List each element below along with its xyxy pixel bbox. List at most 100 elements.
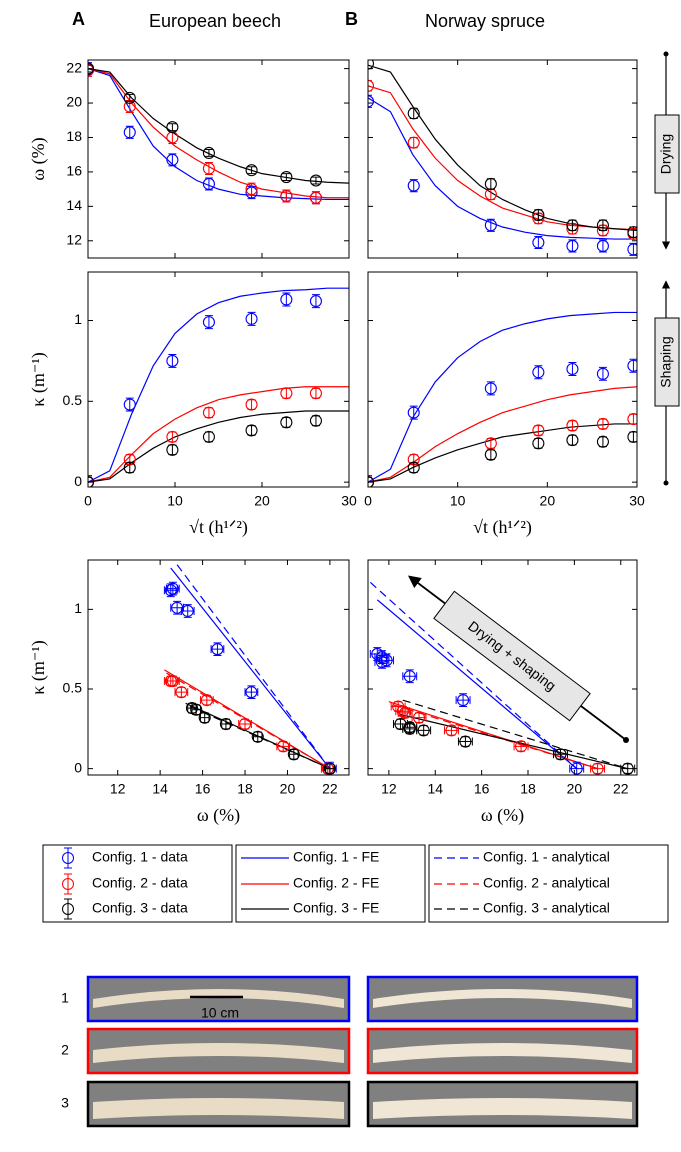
data-point <box>245 424 258 437</box>
data-point <box>627 243 637 256</box>
wood-strip <box>373 1043 632 1063</box>
data-point <box>185 702 199 715</box>
error-bar-x <box>393 720 408 729</box>
data-point <box>407 179 420 192</box>
data-point <box>202 316 215 329</box>
data-point <box>166 443 179 456</box>
data-point <box>166 430 179 443</box>
data-point <box>245 398 258 411</box>
data-point <box>445 724 458 737</box>
data-point <box>245 164 258 177</box>
data-point <box>627 226 637 239</box>
error-bar <box>247 311 256 326</box>
data-point <box>175 686 188 699</box>
legend-key <box>64 873 72 895</box>
legend-key <box>62 852 74 864</box>
data-point <box>164 674 177 688</box>
data-point <box>566 419 579 432</box>
data-point <box>280 171 293 184</box>
wood-strip <box>373 989 632 1008</box>
x-tick-label: 22 <box>322 781 338 797</box>
fe-curve <box>368 423 637 483</box>
fe-curve <box>368 97 637 240</box>
data-point <box>202 177 215 191</box>
error-bar <box>282 292 291 307</box>
data-point <box>566 219 579 232</box>
fe-curve <box>88 287 349 483</box>
data-point <box>484 219 497 232</box>
error-bar <box>125 93 134 102</box>
fe-curve <box>368 64 637 232</box>
axes-frame <box>367 271 638 488</box>
y-tick-label: 1 <box>74 311 82 327</box>
wood-strip <box>373 1098 632 1119</box>
data-point <box>627 430 637 443</box>
data-point <box>245 312 258 325</box>
axes-frame <box>87 271 350 488</box>
y-tick-label: 20 <box>66 94 82 110</box>
column-title: European beech <box>149 11 281 31</box>
photo-row-label: 2 <box>61 1042 69 1058</box>
legend-label: Config. 1 - FE <box>293 849 379 865</box>
error-bar <box>88 475 92 487</box>
y-axis-label: κ (m⁻¹) <box>28 640 49 694</box>
x-tick-label: 18 <box>237 781 253 797</box>
legend-label: Config. 2 - data <box>92 875 188 891</box>
data-point <box>200 694 213 707</box>
x-tick-label: 0 <box>364 493 372 509</box>
data-point <box>202 406 215 419</box>
error-bar <box>168 353 177 368</box>
error-bar-x <box>455 696 471 705</box>
error-bar <box>88 64 92 73</box>
analytical-line <box>166 672 331 770</box>
data-point <box>251 730 264 743</box>
error-bar-x <box>513 742 529 751</box>
data-point <box>123 398 136 411</box>
plot-area <box>88 60 349 258</box>
error-bar-x <box>174 688 189 697</box>
legend-label: Config. 3 - analytical <box>483 900 610 916</box>
error-bar-x <box>444 726 459 735</box>
legend-label: Config. 2 - FE <box>293 875 379 891</box>
x-axis-label: √t (h¹ᐟ²) <box>189 517 248 538</box>
error-bar-x <box>369 649 385 658</box>
data-point <box>392 700 405 713</box>
data-point <box>596 239 609 252</box>
data-point <box>407 107 420 120</box>
data-point <box>407 136 420 149</box>
data-point <box>164 584 177 597</box>
legend-label: Config. 2 - analytical <box>483 875 610 891</box>
side-label: Drying <box>658 134 674 174</box>
x-axis-label: √t (h¹ᐟ²) <box>473 517 532 538</box>
x-tick-label: 30 <box>629 493 645 509</box>
data-point <box>407 406 420 419</box>
data-point <box>371 647 384 661</box>
legend-key <box>64 898 72 920</box>
wood-strip <box>93 1098 344 1119</box>
data-point <box>484 382 497 395</box>
data-point <box>484 448 497 461</box>
error-bar <box>168 123 177 132</box>
data-point <box>280 387 293 400</box>
error-bar-x <box>170 603 184 612</box>
error-bar <box>204 315 213 330</box>
data-point <box>484 177 497 191</box>
data-point <box>219 717 232 731</box>
data-point <box>621 762 634 775</box>
x-tick-label: 20 <box>540 493 556 509</box>
y-tick-label: 0 <box>74 759 82 775</box>
x-tick-label: 16 <box>195 781 211 797</box>
data-point <box>566 239 579 252</box>
error-bar-x <box>244 688 259 697</box>
drying-indicator: Drying <box>654 51 680 250</box>
x-tick-label: 16 <box>474 781 490 797</box>
data-point <box>309 191 322 204</box>
scale-label: 10 cm <box>201 1005 239 1021</box>
panel-letter: B <box>345 9 358 29</box>
plot-area <box>88 272 349 487</box>
legend-label: Config. 3 - data <box>92 900 188 916</box>
data-point <box>403 670 416 683</box>
error-bar <box>486 381 495 396</box>
data-point <box>459 735 472 748</box>
data-point <box>554 748 567 761</box>
